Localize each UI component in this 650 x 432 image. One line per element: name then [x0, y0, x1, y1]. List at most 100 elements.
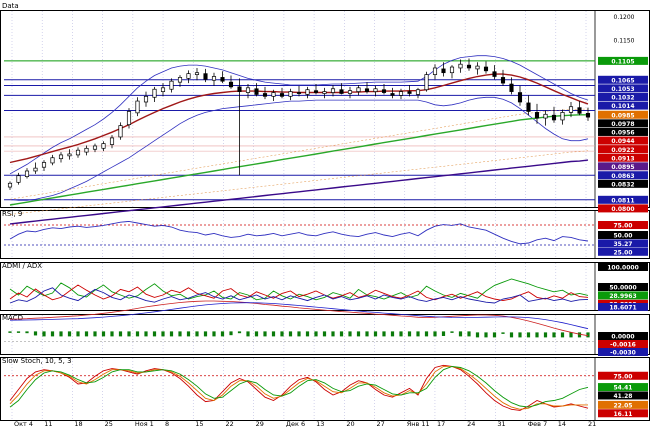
macd-histogram-bar	[25, 331, 29, 334]
x-tick-label: Дек 6	[286, 420, 305, 428]
macd-histogram-bar	[152, 331, 157, 337]
candle-body	[203, 73, 208, 80]
dmi-value-tag: 18.6071	[598, 303, 648, 312]
candle-body	[551, 114, 557, 121]
stoch-value-tag: 22.05	[598, 400, 648, 409]
stoch-series-line	[9, 364, 589, 411]
candle-body	[381, 89, 387, 93]
candle-body	[152, 88, 157, 98]
x-tick-label: Фев 7	[528, 420, 548, 428]
x-tick-label: 14	[558, 420, 566, 428]
macd-histogram-bar	[16, 331, 21, 333]
macd-histogram-bar	[518, 332, 522, 338]
macd-histogram-bar	[195, 331, 199, 337]
candle-body	[228, 81, 234, 88]
value-tag-background	[598, 204, 648, 213]
value-tag-text: 18.6071	[609, 305, 636, 312]
value-tag-background	[598, 195, 648, 204]
macd-histogram-bar	[254, 331, 259, 337]
candle-body	[517, 92, 523, 103]
candle-body	[415, 89, 421, 95]
candle-body	[458, 63, 463, 69]
x-tick-label: 18	[74, 420, 82, 428]
macd-histogram-bar	[569, 332, 573, 338]
x-tick-label: 31	[497, 420, 505, 428]
macd-histogram-bar	[399, 331, 403, 337]
value-tag-background	[598, 145, 648, 154]
candle-body	[500, 77, 506, 84]
macd-histogram-bar	[577, 332, 582, 338]
value-tag-background	[598, 409, 648, 418]
value-tag-text: 0.0913	[611, 155, 634, 162]
macd-histogram-bar	[271, 331, 276, 337]
candle-body	[75, 149, 81, 156]
value-tag-background	[598, 283, 648, 291]
candle-body	[432, 67, 438, 75]
candle-body	[58, 154, 64, 160]
x-tick-label: 13	[316, 420, 324, 428]
candle-body	[109, 137, 115, 145]
macd-histogram-bar	[356, 331, 361, 337]
candle-body	[211, 76, 217, 81]
value-tag-background	[598, 400, 648, 409]
macd-histogram-bar	[560, 332, 565, 338]
value-tag-text: 0.1105	[611, 58, 634, 65]
candle-body	[322, 91, 327, 94]
macd-histogram-bar	[42, 331, 46, 337]
price-value-tag: 0.1032	[598, 92, 648, 102]
value-tag-background	[598, 127, 648, 136]
macd-histogram-bar	[246, 331, 250, 337]
macd-histogram-bar	[178, 331, 182, 337]
candle-body	[509, 83, 514, 92]
price-value-tag: 0.0956	[598, 127, 648, 137]
candle-body	[194, 72, 200, 75]
macd-histogram-bar	[50, 331, 55, 337]
macd-histogram-bar	[161, 331, 165, 337]
macd-histogram-bar	[535, 332, 539, 338]
price-value-tag: 0.1065	[598, 75, 648, 84]
macd-histogram-bar	[67, 331, 72, 337]
candle-body	[483, 66, 489, 72]
candle-body	[347, 90, 353, 94]
value-tag-background	[598, 291, 648, 300]
value-tag-background	[598, 391, 648, 400]
stoch-value-tag: 54.41	[598, 383, 648, 392]
x-tick-label: Ноя 1	[135, 420, 154, 428]
candle-body	[407, 91, 412, 94]
candle-body	[169, 80, 174, 90]
candle-body	[143, 95, 149, 103]
price-value-tag: 0.1105	[598, 56, 648, 65]
rsi-value-tag: 35.27	[598, 239, 648, 248]
bollinger-upper-line	[9, 55, 589, 175]
macd-histogram-bar	[450, 331, 454, 333]
value-tag-background	[598, 332, 648, 340]
dmi-series-line	[9, 278, 589, 301]
price-value-tag: 0.0913	[598, 153, 648, 162]
macd-histogram-bar	[407, 331, 412, 337]
candle-body	[560, 112, 565, 121]
macd-histogram-bar	[492, 332, 497, 338]
value-tag-background	[598, 303, 648, 311]
value-tag-text: 50.0000	[609, 285, 636, 292]
value-tag-background	[598, 110, 648, 119]
macd-histogram-bar	[263, 331, 267, 337]
macd-histogram-bar	[144, 331, 148, 337]
macd-histogram-bar	[93, 331, 97, 337]
value-tag-text: 16.11	[614, 411, 633, 418]
value-tag-text: 22.05	[614, 402, 633, 409]
value-tag-text: 0.0985	[611, 112, 634, 119]
candle-body	[568, 106, 574, 113]
value-tag-text: -0.0016	[610, 342, 636, 349]
dmi-series-line	[9, 284, 589, 302]
x-tick-label: 11	[44, 420, 52, 428]
value-tag-background	[598, 162, 648, 171]
value-tag-text: 54.41	[614, 385, 633, 392]
macd-histogram-bar	[135, 331, 140, 337]
macd-histogram-bar	[297, 331, 301, 337]
value-tag-text: 35.27	[614, 241, 633, 248]
candle-body	[330, 88, 336, 93]
candle-body	[50, 157, 55, 164]
value-tag-text: 25.00	[614, 249, 633, 256]
candle-body	[364, 88, 370, 92]
value-tag-text: 0.0895	[611, 164, 634, 171]
